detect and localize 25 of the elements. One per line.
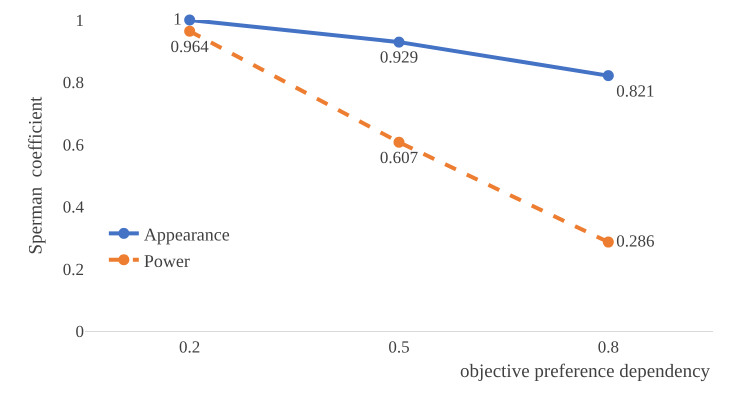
point — [602, 70, 614, 82]
data-label: 0.929 — [380, 48, 418, 67]
data-label: 0.286 — [616, 231, 654, 250]
point — [394, 136, 404, 148]
legend-label: Appearance — [144, 224, 230, 244]
y-tick-label: 0.6 — [62, 135, 84, 154]
legend-label: Power — [144, 250, 190, 271]
y-tick-label: 0.4 — [62, 198, 84, 217]
x-tick-label: 0.8 — [598, 337, 619, 356]
point — [602, 236, 614, 248]
data-label: 0.821 — [616, 81, 654, 100]
data-label: 0.607 — [380, 148, 419, 167]
point — [184, 14, 196, 26]
y-tick-label: 1 — [76, 10, 84, 30]
point — [184, 26, 196, 37]
point — [394, 36, 404, 48]
y-tick-label: 0 — [76, 322, 84, 341]
x-tick-label: 0.5 — [388, 337, 410, 356]
y-tick-label: 0.2 — [62, 260, 84, 279]
data-label: 0.964 — [170, 36, 210, 56]
y-tick-label: 0.8 — [62, 73, 84, 92]
x-tick-label: 0.2 — [179, 337, 200, 356]
data-label: 1 — [173, 9, 182, 28]
y-axis-title: Sperman coefficient — [26, 96, 47, 254]
x-axis-title: objective preference dependency — [460, 361, 711, 382]
